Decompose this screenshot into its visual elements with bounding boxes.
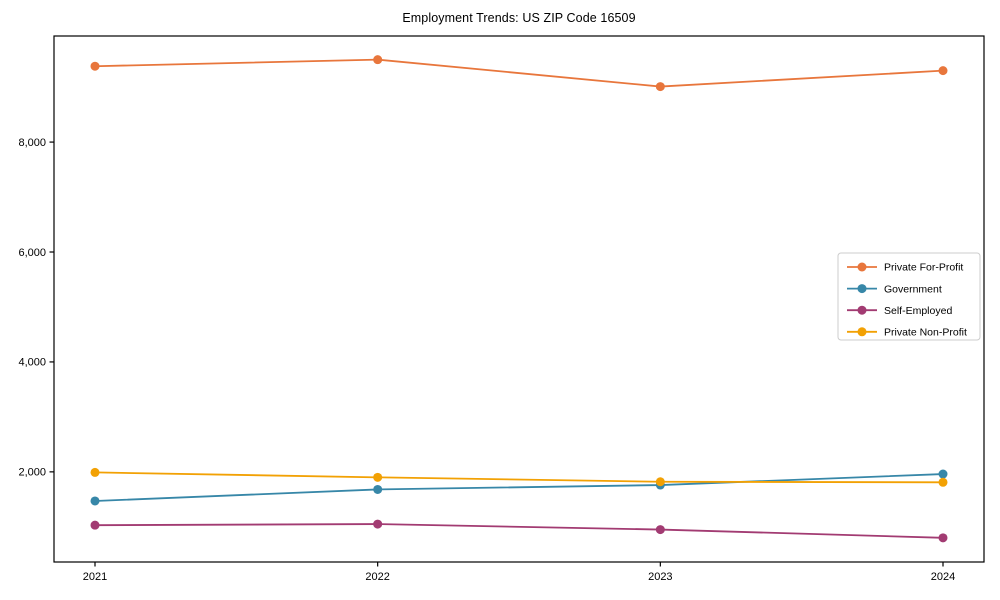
- legend-marker-self-employed: [857, 305, 867, 315]
- legend-item-self-employed: Self-Employed: [847, 305, 952, 317]
- data-point-government-2024: [938, 469, 948, 479]
- legend-label-government: Government: [884, 283, 942, 295]
- series-line-self-employed: [94, 523, 944, 539]
- legend-marker-government: [857, 284, 867, 294]
- data-point-self-employed-2021: [90, 520, 100, 530]
- x-axis-tick-label: 2022: [365, 571, 389, 583]
- data-point-self-employed-2022: [373, 519, 383, 529]
- x-axis-tick-label: 2023: [648, 571, 672, 583]
- legend-label-private-for-profit: Private For-Profit: [884, 262, 963, 274]
- y-axis-tick-label: 6,000: [18, 247, 46, 259]
- legend-marker-private-for-profit: [857, 262, 867, 272]
- legend: Private For-Profit Government Self-Employe…: [837, 252, 981, 341]
- data-point-private-for-profit-2024: [938, 66, 948, 76]
- data-point-private-for-profit-2021: [90, 61, 100, 71]
- series-line-private-for-profit: [94, 58, 944, 88]
- series-line-government: [94, 473, 944, 502]
- data-point-private-non-profit-2021: [90, 467, 100, 477]
- legend-item-government: Government: [847, 283, 942, 295]
- legend-box: [837, 252, 981, 341]
- data-point-self-employed-2023: [655, 525, 665, 535]
- data-point-private-non-profit-2022: [373, 472, 383, 482]
- legend-marker-private-non-profit: [857, 327, 867, 337]
- legend-item-private-for-profit: Private For-Profit: [847, 262, 963, 274]
- series-line-private-non-profit: [94, 471, 944, 484]
- data-point-private-non-profit-2023: [655, 477, 665, 487]
- y-axis-tick-label: 4,000: [18, 357, 46, 369]
- y-axis-tick-label: 8,000: [18, 137, 46, 149]
- x-axis-tick-label: 2021: [83, 571, 107, 583]
- y-axis-tick-label: 2,000: [18, 467, 46, 479]
- legend-label-private-non-profit: Private Non-Profit: [884, 327, 967, 339]
- data-point-private-for-profit-2022: [373, 55, 383, 65]
- data-point-government-2022: [373, 484, 383, 494]
- legend-item-private-non-profit: Private Non-Profit: [847, 327, 967, 339]
- legend-label-self-employed: Self-Employed: [884, 305, 952, 317]
- chart-title: Employment Trends: US ZIP Code 16509: [402, 11, 636, 25]
- data-point-private-for-profit-2023: [655, 82, 665, 92]
- plot-border: [53, 35, 985, 563]
- data-point-government-2021: [90, 496, 100, 506]
- data-point-self-employed-2024: [938, 533, 948, 543]
- x-axis-tick-label: 2024: [931, 571, 955, 583]
- data-point-private-non-profit-2024: [938, 477, 948, 487]
